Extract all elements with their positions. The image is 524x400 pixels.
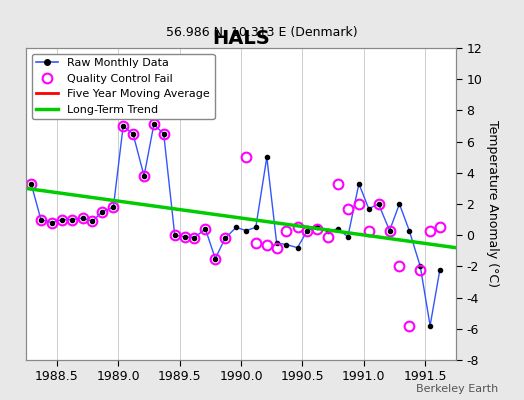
Text: 56.986 N, 10.313 E (Denmark): 56.986 N, 10.313 E (Denmark) (166, 26, 358, 39)
Text: Berkeley Earth: Berkeley Earth (416, 384, 498, 394)
Legend: Raw Monthly Data, Quality Control Fail, Five Year Moving Average, Long-Term Tren: Raw Monthly Data, Quality Control Fail, … (32, 54, 214, 119)
Y-axis label: Temperature Anomaly (°C): Temperature Anomaly (°C) (486, 120, 499, 288)
Title: HALS: HALS (212, 29, 270, 48)
